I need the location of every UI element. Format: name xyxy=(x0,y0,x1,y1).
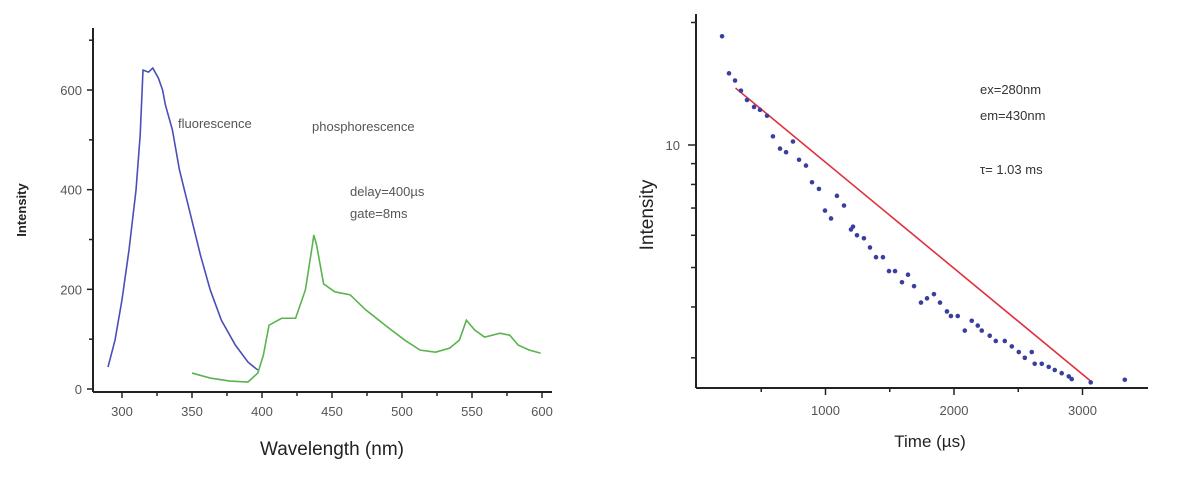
data-point xyxy=(757,107,763,113)
data-point xyxy=(1066,374,1072,379)
data-point xyxy=(816,186,822,192)
data-point xyxy=(841,203,847,208)
data-point xyxy=(719,33,725,39)
data-point xyxy=(975,323,981,328)
y-axis-title: Intensity xyxy=(637,179,658,250)
fluorescence-curve xyxy=(107,66,259,371)
y-axis-title: Intensity xyxy=(14,183,29,237)
data-point xyxy=(987,333,993,338)
data-point xyxy=(905,272,911,278)
data-point xyxy=(1022,355,1028,361)
data-point xyxy=(955,313,961,319)
data-point xyxy=(790,139,796,144)
data-point xyxy=(738,88,744,93)
data-point xyxy=(1059,370,1064,376)
data-point xyxy=(828,216,834,221)
x-axis-ticks: 1000 2000 3000 xyxy=(760,388,1097,418)
data-point xyxy=(931,291,937,297)
x-tick-label: 400 xyxy=(251,404,273,419)
y-tick-10: 10 xyxy=(666,138,680,153)
data-point xyxy=(854,232,860,238)
data-point xyxy=(744,97,750,103)
data-point xyxy=(880,254,886,260)
x-tick-label: 500 xyxy=(391,404,413,419)
x-tick-label: 1000 xyxy=(811,403,840,418)
data-point xyxy=(993,338,999,344)
data-point xyxy=(873,254,879,260)
exponential-fit-line xyxy=(735,87,1093,383)
decay-plot: 1000 2000 3000 ex=280nm em=430nm τ= 1.03 m… xyxy=(637,14,1148,451)
data-point xyxy=(899,279,905,285)
phosphorescence-curve xyxy=(191,234,541,383)
data-point xyxy=(918,300,924,305)
data-point xyxy=(937,300,943,305)
data-point xyxy=(822,208,828,213)
emission-label: em=430nm xyxy=(980,108,1045,123)
data-point xyxy=(979,328,985,333)
data-point xyxy=(944,309,950,314)
data-point xyxy=(924,296,930,301)
phosphorescence-label: phosphorescence xyxy=(312,119,415,134)
y-tick-label: 200 xyxy=(60,282,82,297)
data-point xyxy=(764,113,770,119)
decay-chart: 1000 2000 3000 ex=280nm em=430nm τ= 1.03 m… xyxy=(600,0,1200,476)
y-tick-label: 600 xyxy=(60,83,82,98)
y-tick-label: 400 xyxy=(60,183,82,198)
data-point xyxy=(892,268,898,274)
x-tick-label: 450 xyxy=(321,404,343,419)
measured-points xyxy=(719,33,1128,385)
x-axis-title: Time (µs) xyxy=(894,432,966,451)
spectrum-chart: 0 200 400 600 300 350 400 450 500 550 600 fluores… xyxy=(0,0,600,476)
data-point xyxy=(861,235,867,241)
fluorescence-label: fluorescence xyxy=(178,116,252,131)
data-point xyxy=(948,313,954,319)
data-point xyxy=(783,149,789,155)
lifetime-label: τ= 1.03 ms xyxy=(980,162,1043,177)
data-point xyxy=(770,134,776,139)
y-axis-ticks xyxy=(688,21,696,359)
data-point xyxy=(1016,349,1022,355)
x-axis-title: Wavelength (nm) xyxy=(260,439,404,460)
data-point xyxy=(1052,367,1058,373)
data-point xyxy=(969,318,975,324)
data-point xyxy=(777,146,783,151)
data-point xyxy=(867,245,873,250)
data-point xyxy=(809,179,815,185)
data-point xyxy=(1032,361,1037,367)
excitation-label: ex=280nm xyxy=(980,82,1041,97)
data-point xyxy=(1069,376,1075,382)
data-point xyxy=(726,71,732,76)
data-point xyxy=(1002,338,1008,344)
y-tick-label: 0 xyxy=(75,382,82,397)
delay-label: delay=400µs xyxy=(350,184,425,199)
data-point xyxy=(751,104,757,110)
data-point xyxy=(1046,364,1052,370)
data-point xyxy=(1029,349,1035,355)
x-tick-label: 3000 xyxy=(1068,403,1097,418)
gate-label: gate=8ms xyxy=(350,206,408,221)
x-axis-ticks: 300 350 400 450 500 550 600 xyxy=(111,392,553,419)
x-tick-label: 600 xyxy=(531,404,553,419)
data-point xyxy=(796,157,802,163)
spectrum-plot: 0 200 400 600 300 350 400 450 500 550 600 fluores… xyxy=(14,28,553,460)
data-point xyxy=(962,328,968,333)
x-tick-label: 350 xyxy=(181,404,203,419)
data-point xyxy=(1122,377,1128,383)
data-point xyxy=(911,283,917,289)
data-point xyxy=(1088,380,1094,385)
data-point xyxy=(1039,361,1045,367)
x-tick-label: 2000 xyxy=(940,403,969,418)
data-point xyxy=(886,268,892,274)
x-tick-label: 300 xyxy=(111,404,133,419)
x-tick-label: 550 xyxy=(461,404,483,419)
data-point xyxy=(850,224,856,229)
data-point xyxy=(732,78,738,83)
data-point xyxy=(834,193,840,199)
y-axis-ticks: 0 200 400 600 xyxy=(60,39,93,397)
data-point xyxy=(803,163,809,168)
data-point xyxy=(1009,344,1015,349)
